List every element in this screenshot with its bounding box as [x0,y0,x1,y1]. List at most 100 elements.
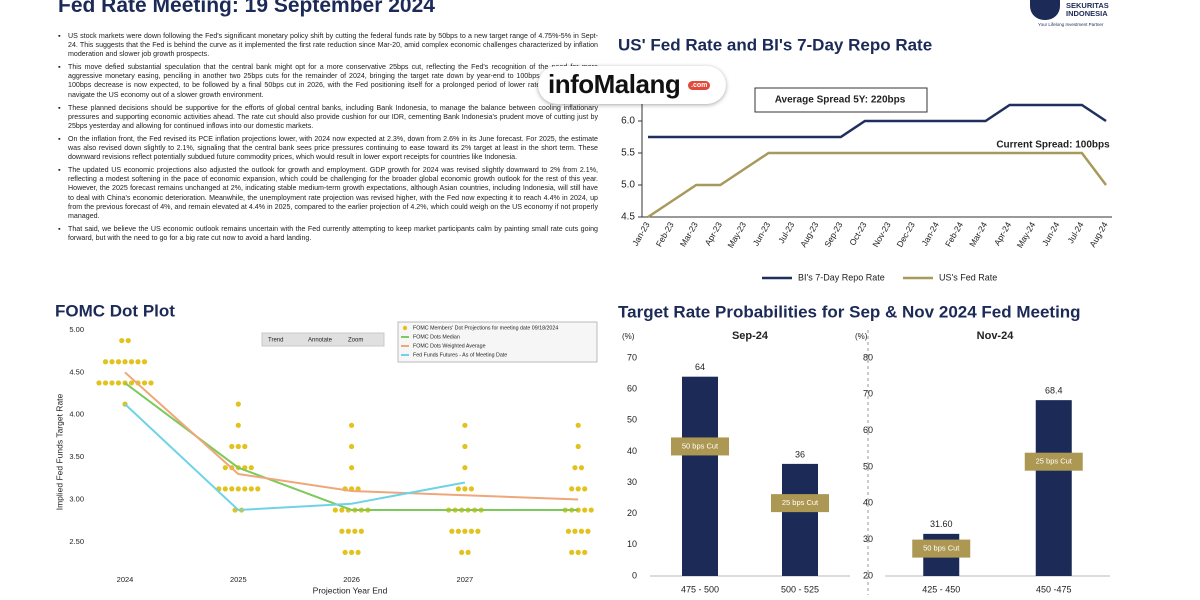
chart-subtitle: Nov-24 [977,330,1015,342]
bar-label-box [671,437,729,456]
series-line [648,103,1107,139]
logo-line: SEKURITAS [1066,1,1109,10]
y-tick-label: 60 [863,425,873,435]
x-tick-label: Jun-24 [1040,220,1062,248]
dot [332,507,338,513]
x-tick-label: Feb-24 [943,220,965,249]
legend-label: FOMC Dots Median [413,334,460,340]
toolbar [261,332,385,347]
x-tick-label: May-23 [725,220,748,250]
chart-title: US' Fed Rate and BI's 7-Day Repo Rate [618,35,932,54]
y-tick-label: 70 [627,352,637,362]
x-tick-label: 425 - 450 [922,584,960,594]
dot [578,465,585,471]
legend-label: BI's 7-Day Repo Rate [798,272,885,282]
dot [355,549,361,556]
dot [125,337,131,344]
dot [349,422,355,428]
dot [235,486,241,492]
bar [1035,400,1072,576]
paragraph: These planned decisions should be suppor… [56,104,598,131]
dot [455,486,461,492]
y-tick-label: 20 [627,508,637,518]
y-tick-label: 5.0 [621,180,635,191]
dot [569,549,575,556]
commentary: US stock markets were down following the… [56,32,598,247]
dot [122,359,128,365]
x-tick-label: Oct-23 [847,220,869,247]
logo: SEKURITAS INDONESIA Your Lifelong Invest… [1030,0,1150,30]
dot [462,465,468,471]
dot [128,380,135,386]
y-tick-label: 0 [632,570,637,580]
dot [235,443,241,450]
bar-label: 25 bps Cut [1036,457,1073,466]
annotation-box [754,87,928,113]
x-tick-label: Jan-23 [630,220,652,248]
dot [352,528,358,534]
x-tick-label: Dec-23 [894,220,916,249]
chart-subtitle: Sep-24 [732,330,769,342]
x-tick-label: Jul-24 [1065,220,1085,245]
dot [128,359,135,365]
x-tick-label: Sep-23 [822,220,845,249]
dot [135,359,141,365]
y-tick-label: 4.5 [621,212,635,223]
dot [349,549,355,556]
logo-tagline: Your Lifelong Investment Partner [1038,22,1104,27]
dot [248,486,254,492]
dot [455,528,461,534]
dot [248,465,254,471]
x-tick-label: Feb-23 [654,220,676,249]
dot [462,486,468,492]
bar-label-box [1024,452,1083,471]
dot [141,359,148,365]
bar [782,463,818,576]
dot [109,380,115,386]
value-label: 36 [795,449,805,459]
dot [235,422,241,428]
dot [575,549,581,556]
dot [459,549,465,556]
paragraph: US stock markets were down following the… [56,32,598,59]
y-tick-label: 80 [863,352,873,362]
legend-label: FOMC Dots Weighted Average [413,343,486,349]
paragraph: The updated US economic projections also… [56,166,598,221]
y-tick-label: 50 [863,461,873,471]
series-line [647,151,1107,219]
y-tick-label: 4.00 [69,410,84,419]
y-tick-label: 4.50 [69,367,84,376]
y-tick-label: 5.00 [69,325,84,334]
annotation: Average Spread 5Y: 220bps [775,95,906,106]
bar-label: 25 bps Cut [782,498,819,507]
dot [229,443,235,450]
dot [575,486,581,492]
y-tick-label: 30 [863,534,873,544]
x-tick-label: 500 - 525 [781,584,819,594]
x-tick-label: Mar-23 [678,220,700,249]
dot [575,443,581,450]
bar-label: 50 bps Cut [682,441,719,450]
dot [255,486,261,492]
dot [582,507,588,513]
x-tick-label: Nov-23 [870,220,892,249]
chart-title: Target Rate Probabilities for Sep & Nov … [618,302,1081,321]
paragraph: This move defied substantial speculation… [56,63,598,99]
x-tick-label: 2026 [343,575,360,584]
toolbar-button: Zoom [348,338,363,344]
y-tick-label: 50 [627,415,637,425]
dot [575,422,581,428]
dot [115,380,122,386]
dot [242,486,248,492]
x-tick-label: Jun-23 [751,220,773,248]
bar-label-box [771,494,829,513]
dot [119,337,125,344]
dot [148,380,154,386]
x-axis-label: Projection Year End [313,585,388,595]
y-axis-label: Implied Fed Funds Target Rate [54,393,64,510]
watermark-suffix: .com [688,81,711,90]
dot [235,401,241,407]
series-line [124,371,579,501]
dot [585,528,591,534]
